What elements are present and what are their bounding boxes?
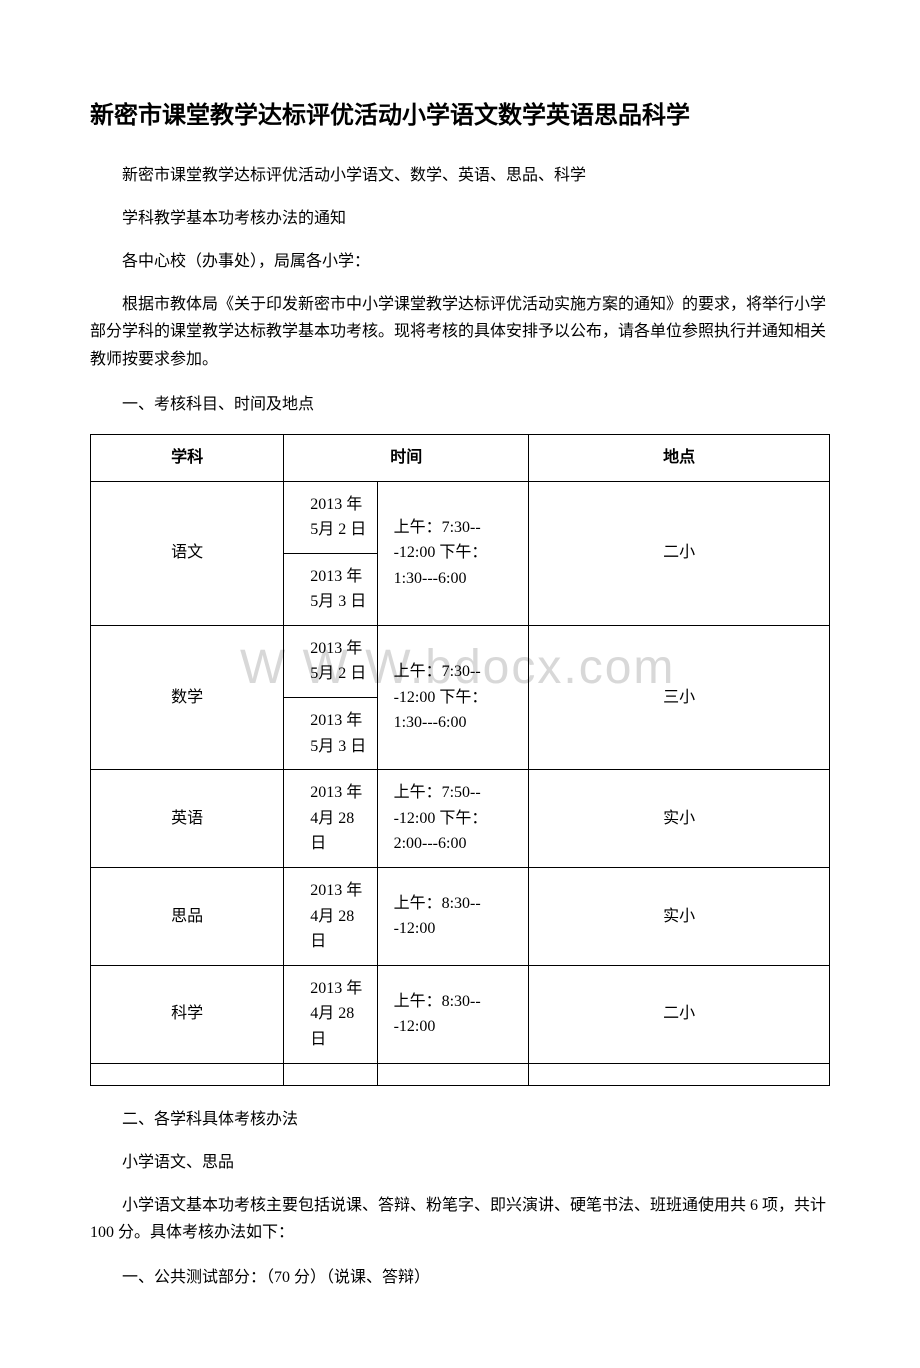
th-subject: 学科 [91,434,284,481]
section2-item1: 一、公共测试部分：（70 分）（说课、答辩） [90,1264,830,1291]
cell-date: 2013 年 5月 3 日 [284,553,377,625]
cell-time: 上午：7:30---12:00 下午：1:30---6:00 [377,625,529,769]
section1-heading: 一、考核科目、时间及地点 [90,391,830,418]
cell-subject: 思品 [91,868,284,966]
schedule-table: 学科 时间 地点 语文 2013 年 5月 2 日 上午：7:30---12:0… [90,434,830,1086]
cell-subject: 数学 [91,625,284,769]
cell-time: 上午：7:50---12:00 下午：2:00---6:00 [377,770,529,868]
cell-date: 2013 年 5月 2 日 [284,625,377,697]
th-location: 地点 [529,434,830,481]
table-row-empty [91,1063,830,1085]
body-paragraph: 根据市教体局《关于印发新密市中小学课堂教学达标评优活动实施方案的通知》的要求，将… [90,291,830,373]
cell-empty [377,1063,529,1085]
th-time: 时间 [284,434,529,481]
section2-heading: 二、各学科具体考核办法 [90,1106,830,1133]
cell-subject: 英语 [91,770,284,868]
page-title: 新密市课堂教学达标评优活动小学语文数学英语思品科学 [90,100,830,134]
table-row: 语文 2013 年 5月 2 日 上午：7:30---12:00 下午：1:30… [91,481,830,553]
cell-date: 2013 年 5月 2 日 [284,481,377,553]
cell-location: 二小 [529,965,830,1063]
cell-date: 2013 年 4月 28 日 [284,770,377,868]
cell-subject: 语文 [91,481,284,625]
cell-location: 实小 [529,868,830,966]
cell-time: 上午：8:30---12:00 [377,868,529,966]
intro-line-1: 新密市课堂教学达标评优活动小学语文、数学、英语、思品、科学 [90,162,830,189]
table-row: 数学 2013 年 5月 2 日 上午：7:30---12:00 下午：1:30… [91,625,830,697]
cell-location: 二小 [529,481,830,625]
cell-subject: 科学 [91,965,284,1063]
cell-time: 上午：8:30---12:00 [377,965,529,1063]
cell-date: 2013 年 5月 3 日 [284,698,377,770]
cell-time: 上午：7:30---12:00 下午：1:30---6:00 [377,481,529,625]
table-row: 英语 2013 年 4月 28 日 上午：7:50---12:00 下午：2:0… [91,770,830,868]
cell-location: 实小 [529,770,830,868]
intro-line-2: 学科教学基本功考核办法的通知 [90,205,830,232]
cell-empty [529,1063,830,1085]
cell-location: 三小 [529,625,830,769]
cell-empty [284,1063,377,1085]
cell-date: 2013 年 4月 28 日 [284,868,377,966]
intro-line-3: 各中心校（办事处），局属各小学： [90,248,830,275]
table-row: 思品 2013 年 4月 28 日 上午：8:30---12:00 实小 [91,868,830,966]
section2-sub: 小学语文、思品 [90,1149,830,1176]
cell-date: 2013 年 4月 28 日 [284,965,377,1063]
section2-para: 小学语文基本功考核主要包括说课、答辩、粉笔字、即兴演讲、硬笔书法、班班通使用共 … [90,1192,830,1246]
table-header-row: 学科 时间 地点 [91,434,830,481]
table-row: 科学 2013 年 4月 28 日 上午：8:30---12:00 二小 [91,965,830,1063]
cell-empty [91,1063,284,1085]
